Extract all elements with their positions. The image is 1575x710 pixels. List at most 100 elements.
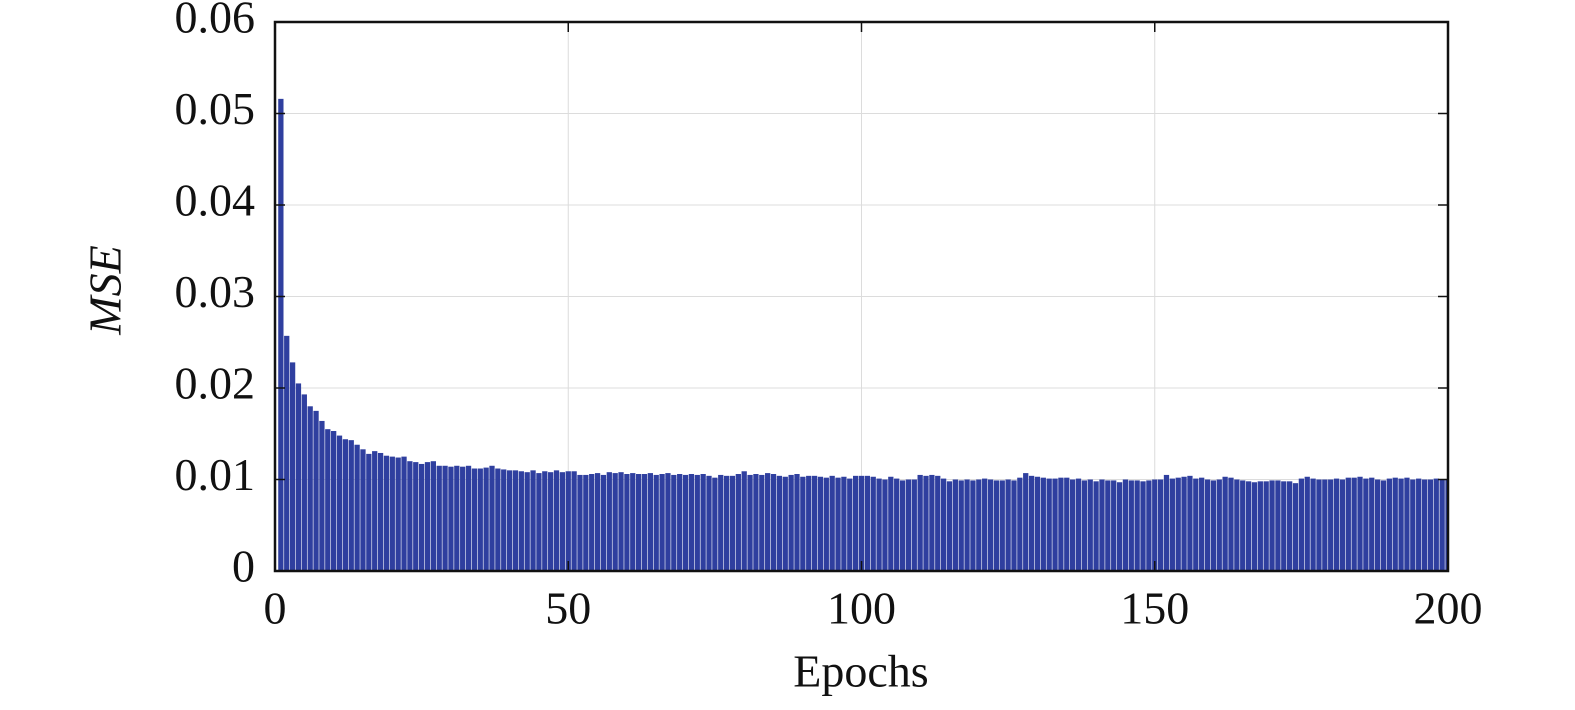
bar — [1275, 480, 1281, 571]
bar — [1304, 476, 1310, 571]
bar — [524, 472, 530, 571]
bar — [1222, 476, 1228, 571]
bar — [765, 473, 771, 571]
bar — [1087, 479, 1093, 571]
bar — [823, 477, 829, 571]
bar — [553, 470, 560, 571]
bar — [1281, 481, 1287, 571]
bar — [401, 456, 407, 571]
bar — [430, 461, 436, 571]
bar — [1058, 477, 1064, 571]
bar — [307, 406, 313, 571]
bar — [929, 474, 935, 571]
x-tick-label: 100 — [827, 583, 896, 634]
bar — [712, 477, 718, 571]
bar — [1204, 479, 1211, 571]
bar — [1416, 478, 1422, 571]
bar — [635, 474, 642, 571]
bar — [1146, 480, 1152, 571]
bar — [1369, 477, 1375, 571]
bar — [970, 480, 976, 571]
bar — [372, 451, 378, 571]
y-tick-label: 0.02 — [175, 358, 256, 409]
bar — [729, 475, 736, 571]
bar — [917, 474, 923, 571]
bar — [852, 475, 859, 571]
bar — [336, 435, 343, 571]
bar — [1433, 478, 1439, 571]
bar — [741, 471, 747, 571]
bar — [1099, 479, 1105, 571]
bar — [876, 478, 882, 571]
bar — [284, 335, 290, 571]
bar — [542, 471, 548, 571]
bar — [1351, 477, 1357, 571]
bar — [377, 452, 384, 571]
bar — [436, 465, 442, 571]
bar — [465, 465, 472, 571]
y-tick-label: 0.01 — [175, 449, 256, 500]
bar — [952, 479, 958, 571]
bar — [1245, 481, 1252, 571]
bar — [325, 429, 331, 571]
bar — [600, 474, 607, 571]
bar — [1363, 478, 1369, 571]
bar — [1122, 479, 1129, 571]
bar — [882, 479, 888, 571]
bar — [794, 474, 800, 571]
bar — [454, 465, 460, 571]
bar — [847, 478, 853, 571]
bar — [1380, 480, 1387, 571]
y-tick-label: 0.04 — [175, 175, 256, 226]
bar — [594, 473, 601, 571]
bar — [1427, 479, 1434, 571]
y-tick-label: 0.06 — [175, 0, 256, 43]
bar — [1040, 477, 1046, 571]
y-tick-label: 0.03 — [175, 266, 256, 317]
bar — [940, 478, 947, 571]
bar — [331, 431, 337, 571]
bar — [1017, 477, 1023, 571]
bar — [1269, 480, 1275, 571]
bar — [489, 465, 495, 571]
bar — [935, 475, 941, 571]
bar — [976, 479, 982, 571]
bar — [1140, 481, 1146, 571]
bar — [1392, 477, 1398, 571]
bar — [301, 394, 307, 571]
bar — [776, 475, 783, 571]
bar — [782, 476, 788, 571]
bar — [354, 444, 360, 571]
bar — [1357, 476, 1363, 571]
bar — [1374, 479, 1381, 571]
bar — [1128, 480, 1134, 571]
bar — [694, 474, 700, 571]
bar — [530, 470, 536, 571]
bar — [1075, 478, 1082, 571]
bar — [360, 449, 366, 571]
bar — [987, 479, 994, 571]
bar — [706, 475, 712, 571]
bar — [395, 457, 401, 571]
bar — [647, 473, 653, 571]
bar — [565, 471, 571, 571]
bar — [1421, 479, 1428, 571]
bar — [770, 474, 777, 571]
bar — [800, 476, 806, 571]
bar — [806, 475, 812, 571]
bar — [348, 440, 354, 571]
bar — [1157, 479, 1164, 571]
bar — [407, 461, 413, 571]
bar — [817, 476, 824, 571]
bar — [624, 474, 630, 571]
bar — [1052, 478, 1058, 571]
bar — [477, 468, 483, 571]
bar — [606, 472, 612, 571]
bar — [1398, 478, 1404, 571]
bar — [1028, 475, 1035, 571]
bar — [911, 479, 917, 571]
bar — [1005, 479, 1011, 571]
bar — [899, 480, 906, 571]
bar — [982, 478, 988, 571]
bar — [1210, 480, 1217, 571]
